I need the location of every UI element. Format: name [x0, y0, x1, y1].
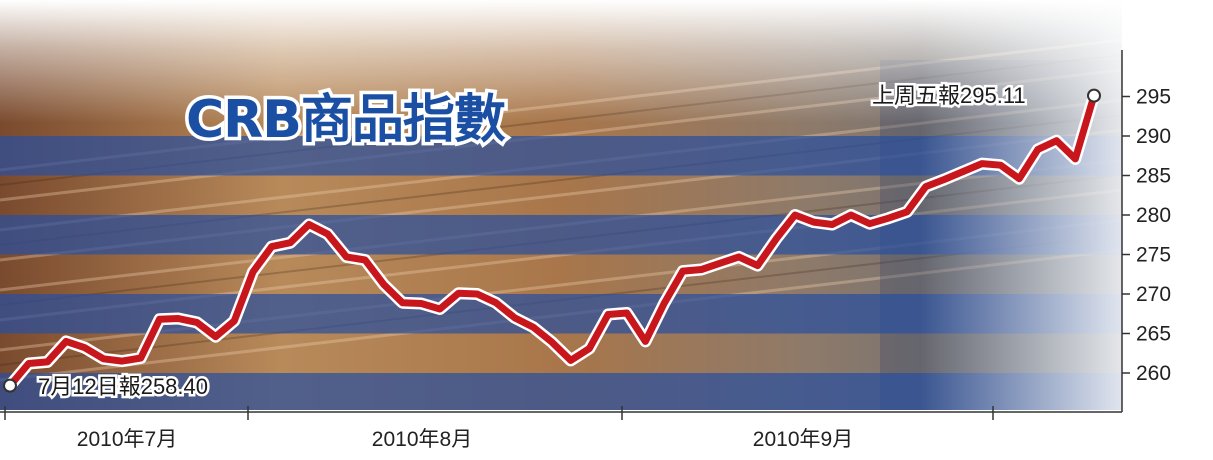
end-annotation: 上周五報295.11	[872, 83, 1026, 108]
y-tick-label: 275	[1136, 244, 1171, 267]
series-line	[6, 92, 1098, 390]
chart-title: CRB商品指數	[186, 90, 506, 150]
y-tick-label: 290	[1136, 125, 1171, 148]
start-annotation: 7月12日報258.40	[38, 374, 208, 399]
y-tick-label: 270	[1136, 283, 1171, 306]
end-point-marker	[1087, 88, 1101, 103]
y-tick-label: 280	[1136, 204, 1171, 227]
x-tick-label: 2010年9月	[753, 428, 853, 451]
y-tick-label: 260	[1136, 362, 1171, 385]
y-tick-label: 285	[1136, 165, 1171, 188]
y-tick-label: 295	[1136, 86, 1171, 109]
start-point-marker	[3, 378, 17, 393]
x-tick-label: 2010年7月	[77, 428, 177, 451]
x-tick-label: 2010年8月	[372, 428, 472, 451]
y-tick-label: 265	[1136, 323, 1171, 346]
